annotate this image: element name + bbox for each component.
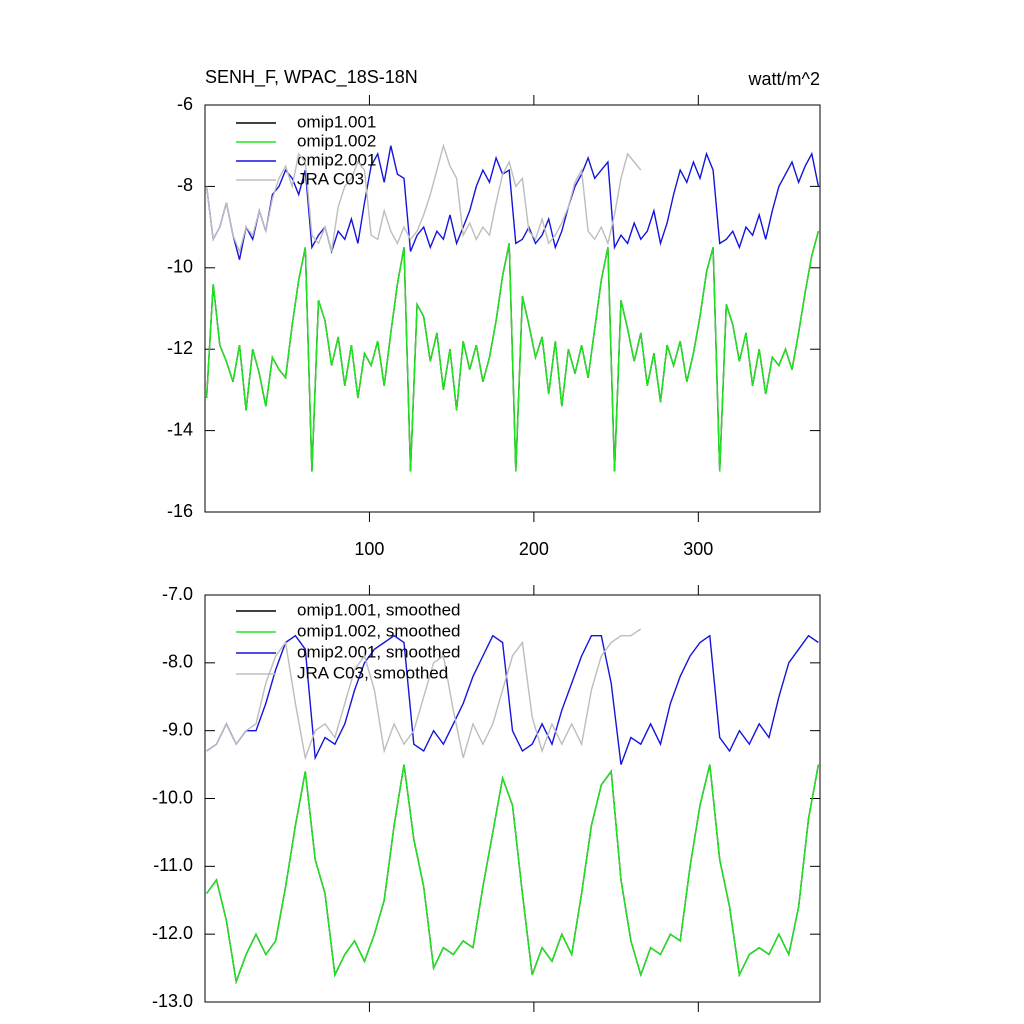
y-tick-label: -16 — [167, 501, 193, 521]
legend-label: omip1.002, smoothed — [297, 621, 461, 640]
series-line — [205, 143, 642, 254]
legend-label: omip2.001, smoothed — [297, 642, 461, 661]
legend-label: omip1.002 — [297, 131, 376, 150]
y-tick-label: -12 — [167, 338, 193, 358]
x-tick-label: 100 — [354, 539, 384, 559]
y-tick-label: -14 — [167, 419, 193, 439]
plot-frame — [204, 594, 821, 1003]
chart-title: SENH_F, WPAC_18S-18N — [205, 67, 418, 88]
legend-label: omip1.001 — [297, 112, 376, 131]
y-tick-label: -8 — [177, 175, 193, 195]
y-tick-label: -8.0 — [162, 652, 193, 672]
series-line — [206, 634, 819, 765]
legend-label: omip1.001, smoothed — [297, 600, 461, 619]
y-tick-label: -10 — [167, 257, 193, 277]
y-tick-label: -13.0 — [152, 991, 193, 1011]
series-line — [205, 231, 820, 472]
legend-label: JRA C03, smoothed — [297, 663, 448, 682]
series-line — [206, 628, 642, 761]
y-tick-label: -9.0 — [162, 719, 193, 739]
y-tick-label: -6 — [177, 94, 193, 114]
y-tick-label: -7.0 — [162, 584, 193, 604]
x-tick-label: 300 — [683, 539, 713, 559]
plot-frame — [204, 104, 821, 513]
y-tick-label: -10.0 — [152, 787, 193, 807]
x-tick-label: 200 — [519, 539, 549, 559]
units-label: watt/m^2 — [748, 69, 820, 89]
y-tick-label: -11.0 — [153, 855, 193, 875]
series-line — [206, 764, 820, 985]
series-line — [205, 145, 820, 260]
legend-label: omip2.001 — [297, 150, 376, 169]
y-tick-label: -12.0 — [152, 923, 193, 943]
legend-label: JRA C03 — [297, 169, 364, 188]
